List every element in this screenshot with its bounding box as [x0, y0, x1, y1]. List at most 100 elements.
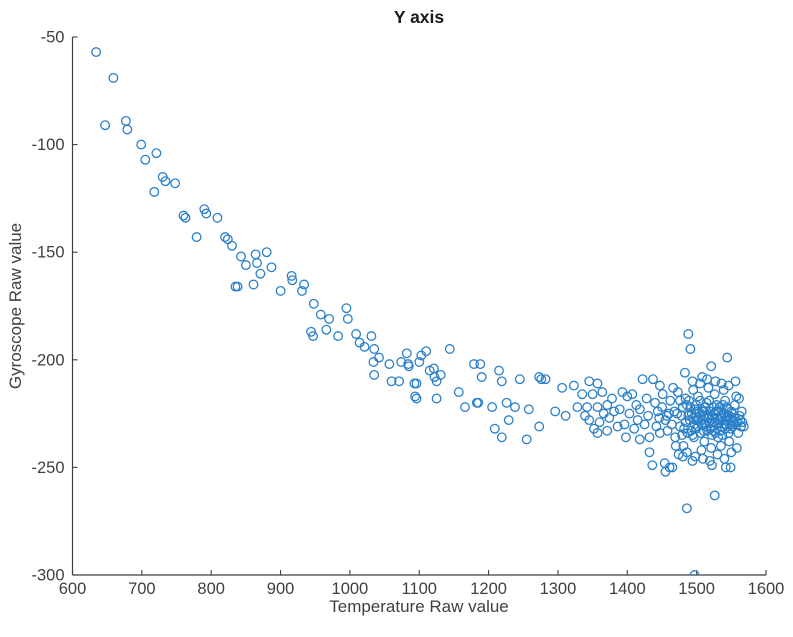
scatter-point	[351, 329, 362, 339]
x-tick-label: 1600	[748, 580, 785, 598]
scatter-point	[711, 400, 722, 410]
scatter-point	[594, 417, 605, 428]
scatter-point	[160, 176, 171, 187]
scatter-point	[670, 440, 681, 451]
scatter-point	[696, 445, 707, 456]
scatter-point	[737, 417, 748, 428]
scatter-point	[719, 453, 730, 464]
scatter-point	[689, 570, 700, 576]
scatter-point	[697, 453, 708, 464]
scatter-point	[609, 406, 620, 417]
scatter-point	[222, 234, 233, 245]
scatter-point	[677, 430, 688, 441]
x-tick-label: 900	[267, 580, 295, 598]
scatter-point	[460, 402, 470, 413]
scatter-point	[592, 428, 603, 438]
scatter-point	[91, 47, 102, 58]
scatter-point	[715, 440, 726, 451]
scatter-point	[734, 393, 744, 404]
scatter-point	[619, 419, 630, 430]
scatter-point	[369, 369, 380, 380]
scatter-point	[501, 397, 512, 408]
scatter-point	[706, 443, 717, 453]
scatter-point	[534, 372, 545, 382]
scatter-point	[212, 212, 223, 223]
scatter-point	[248, 279, 259, 290]
scatter-point	[386, 376, 397, 387]
scatter-point	[717, 430, 728, 441]
scatter-point	[654, 380, 665, 391]
scatter-point	[122, 124, 133, 135]
scatter-point	[604, 412, 615, 423]
scatter-point	[453, 387, 464, 398]
scatter-point	[473, 397, 484, 408]
scatter-point	[702, 374, 713, 385]
scatter-point	[582, 402, 593, 413]
scatter-point	[647, 460, 658, 471]
scatter-point	[738, 421, 749, 432]
scatter-point	[712, 449, 723, 460]
x-tick-label: 1100	[402, 580, 437, 598]
scatter-point	[476, 372, 487, 382]
scatter-point	[394, 376, 405, 387]
y-tick-label: -150	[31, 244, 64, 262]
scatter-point	[308, 298, 319, 309]
scatter-point	[730, 376, 741, 387]
scatter-point	[286, 270, 297, 281]
scatter-point	[650, 397, 660, 408]
scatter-point	[550, 406, 561, 417]
scatter-point	[706, 361, 717, 372]
y-tick-label: -300	[31, 567, 64, 585]
scatter-point	[333, 331, 344, 342]
scatter-point	[666, 419, 677, 430]
scatter-point	[431, 393, 442, 404]
scatter-point	[384, 359, 395, 370]
scatter-point	[521, 434, 532, 445]
scatter-point	[261, 247, 272, 258]
scatter-point	[634, 404, 645, 415]
scatter-point	[634, 434, 645, 445]
scatter-point	[496, 432, 507, 443]
scatter-point	[435, 369, 446, 380]
scatter-point	[421, 346, 432, 357]
scatter-point	[598, 408, 609, 419]
scatter-point	[699, 436, 710, 447]
y-tick-label: -50	[41, 29, 65, 47]
scatter-point	[180, 212, 191, 223]
scatter-point	[577, 389, 588, 400]
scatter-point	[315, 309, 326, 320]
y-tick-label: -250	[31, 459, 64, 477]
scatter-point	[489, 423, 500, 434]
scatter-point	[657, 389, 668, 400]
scatter-point	[201, 208, 212, 219]
scatter-point	[341, 303, 352, 314]
scatter-point	[324, 313, 335, 324]
scatter-point	[706, 460, 717, 471]
scatter-point	[607, 393, 617, 404]
scatter-point	[587, 389, 598, 400]
scatter-point	[733, 428, 744, 438]
scatter-point	[584, 415, 595, 426]
scatter-point	[695, 378, 706, 389]
scatter-point	[597, 387, 608, 398]
scatter-point	[665, 395, 676, 406]
scatter-point	[540, 374, 551, 385]
x-tick-label: 1200	[470, 580, 507, 598]
scatter-point	[657, 402, 667, 413]
scatter-point	[503, 415, 514, 426]
scatter-point	[709, 389, 720, 400]
scatter-point	[622, 391, 633, 402]
scatter-point	[308, 331, 319, 342]
x-tick-label: 1300	[540, 580, 577, 598]
scatter-point	[643, 410, 654, 421]
scatter-point	[720, 462, 731, 473]
x-tick-label: 1500	[678, 580, 715, 598]
scatter-point	[444, 344, 455, 354]
scatter-point	[648, 374, 658, 385]
scatter-point	[632, 415, 643, 426]
scatter-point	[716, 378, 727, 389]
scatter-point	[683, 329, 694, 339]
scatter-point	[688, 384, 699, 395]
scatter-point	[612, 421, 623, 432]
scatter-series	[91, 47, 749, 576]
